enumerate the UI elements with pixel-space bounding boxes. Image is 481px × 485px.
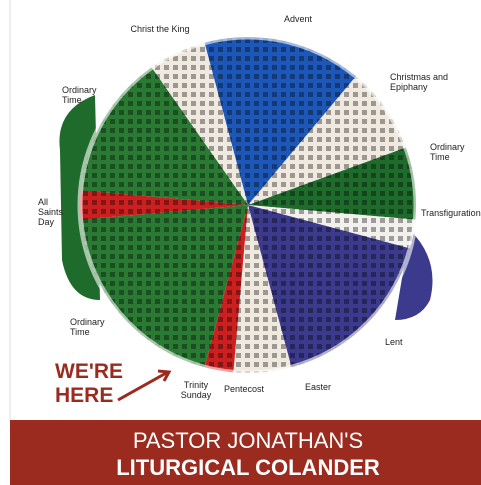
season-label: Christ the King xyxy=(130,24,189,34)
illustration: Christ the KingAdventChristmas andEpipha… xyxy=(0,0,481,485)
season-label: Advent xyxy=(284,14,313,24)
footer-line2: LITURGICAL COLANDER xyxy=(116,455,380,480)
footer-line1: PASTOR JONATHAN'S xyxy=(133,428,363,453)
season-label: Easter xyxy=(305,382,331,392)
page: Christ the KingAdventChristmas andEpipha… xyxy=(0,0,481,485)
season-label: Transfiguration xyxy=(421,208,481,218)
season-label: Pentecost xyxy=(224,384,265,394)
season-label: Lent xyxy=(385,337,403,347)
